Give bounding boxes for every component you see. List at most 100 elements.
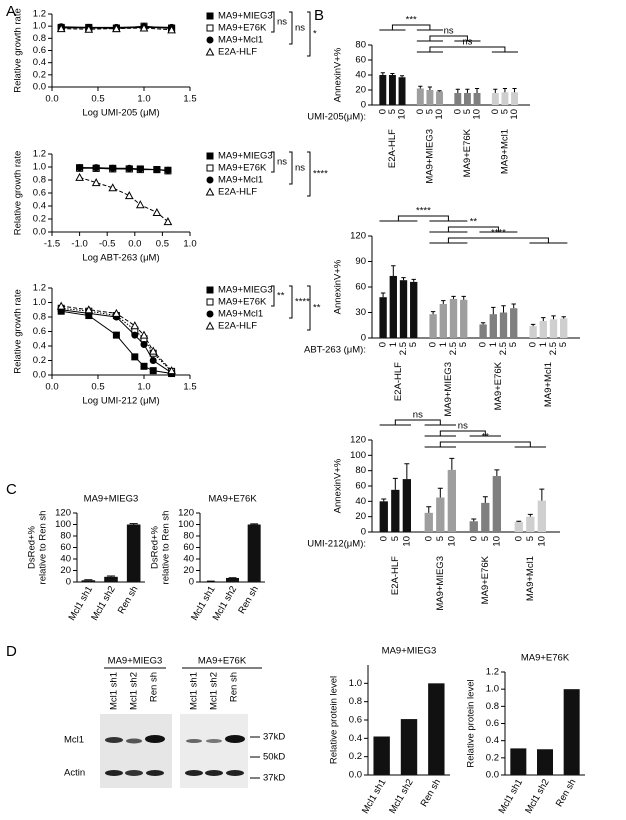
x-tick-label: 5 [458, 342, 469, 347]
x-tick-label: 1 [438, 342, 449, 347]
legend-label: MA9+E76K [218, 163, 267, 174]
x-tick-label: 2.5 [498, 342, 509, 355]
y-tick-label: 30 [355, 307, 366, 318]
y-tick-label: 40 [60, 554, 71, 565]
band [146, 770, 164, 776]
marker [109, 164, 117, 172]
y-axis-label: DsRed+% [150, 525, 161, 569]
bar [410, 281, 418, 338]
y-tick-label: 0 [66, 577, 71, 588]
marker [75, 172, 84, 181]
y-tick-label: 0.0 [33, 370, 46, 381]
y-tick-label: 120 [350, 231, 366, 242]
marker [84, 305, 94, 314]
x-tick-label: 10 [491, 536, 502, 547]
error-bar [502, 88, 507, 93]
legend-marker [206, 310, 214, 318]
lane-label: Ren sh [149, 672, 160, 702]
error-bar [399, 75, 405, 78]
significance-bracket [307, 151, 311, 197]
x-tick-label: -1.5 [44, 239, 60, 250]
error-bar [106, 575, 116, 577]
y-axis-label: AnnexinV+% [333, 47, 344, 102]
legend-marker [206, 152, 214, 160]
y-tick-label: 0.4 [349, 733, 362, 744]
legend-label: MA9+E76K [218, 297, 267, 308]
bar [436, 497, 445, 532]
marker [136, 165, 144, 173]
band [186, 739, 202, 743]
error-bar [494, 469, 500, 477]
legend-label: MA9+MIEG3 [218, 285, 273, 296]
y-tick-label: 40 [355, 496, 366, 507]
x-tick-label: 2.5 [448, 342, 459, 355]
marker-label: 37kD [263, 732, 285, 743]
bar [560, 318, 568, 338]
legend-marker [206, 24, 214, 32]
x-tick-label: 5 [499, 109, 510, 114]
bar [402, 479, 411, 532]
bar [460, 299, 468, 338]
marker [139, 330, 149, 339]
group-label: MA9+Mcl1 [499, 129, 510, 174]
x-tick-label: 10 [446, 536, 457, 547]
x-tick-label: 10 [509, 109, 520, 120]
y-axis-label: Relative growth rate [13, 151, 24, 235]
chart-title: MA9+E76K [521, 653, 570, 664]
significance-label: ns [444, 26, 454, 37]
significance-label: ** [313, 303, 321, 314]
bar [511, 92, 518, 105]
y-tick-label: 80 [183, 531, 194, 542]
significance-bracket [424, 441, 546, 448]
x-tick-label: 0 [428, 342, 439, 347]
y-tick-label: 20 [355, 511, 366, 522]
y-axis-label: Relative protein level [329, 676, 340, 764]
error-bar [465, 88, 470, 93]
y-tick-label: 1.0 [486, 684, 499, 695]
marker [140, 362, 148, 370]
marker [84, 24, 94, 33]
y-tick-label: 20 [183, 565, 194, 576]
x-tick-label: 0.5 [91, 382, 104, 393]
error-bar [84, 579, 93, 581]
group-label: MA9+E76K [493, 361, 504, 410]
significance-bracket [424, 430, 501, 437]
y-tick-label: 100 [55, 519, 71, 530]
error-bar [404, 463, 410, 480]
error-bar [516, 520, 522, 523]
group-label: MA9+Mcl1 [543, 362, 554, 407]
x-tick-label: 2.5 [398, 342, 409, 355]
y-tick-label: 40 [183, 554, 194, 565]
bar [204, 581, 218, 582]
marker [153, 166, 161, 174]
y-tick-label: 0.8 [33, 175, 46, 186]
group-label: E2A-HLF [393, 362, 404, 401]
x-tick-label: 5 [390, 536, 401, 541]
error-bar [441, 300, 446, 304]
y-tick-label: 0.2 [33, 355, 46, 366]
marker [108, 183, 118, 192]
bar [400, 719, 418, 775]
legend-marker [206, 36, 214, 44]
band [206, 739, 222, 743]
marker [131, 331, 139, 339]
marker [149, 357, 157, 364]
x-tick-label: Ren sh [554, 777, 579, 809]
legend-marker [206, 176, 214, 184]
group-label: MA9+Mcl1 [525, 556, 536, 601]
marker [167, 366, 176, 375]
significance-bracket [379, 24, 443, 31]
lane-label: Mcl1 sh2 [209, 672, 220, 710]
panel-letter: D [6, 643, 17, 660]
error-bar [390, 73, 395, 75]
x-tick-label: 0 [490, 109, 501, 114]
x-tick-label: 5 [480, 536, 491, 541]
significance-bracket [307, 11, 311, 57]
marker [92, 164, 100, 172]
bar [104, 576, 118, 582]
y-tick-label: 0.6 [33, 326, 46, 337]
y-tick-label: 90 [355, 256, 366, 267]
y-tick-label: 1.0 [349, 678, 362, 689]
error-bar [437, 90, 442, 92]
x-tick-label: 10 [397, 109, 408, 120]
